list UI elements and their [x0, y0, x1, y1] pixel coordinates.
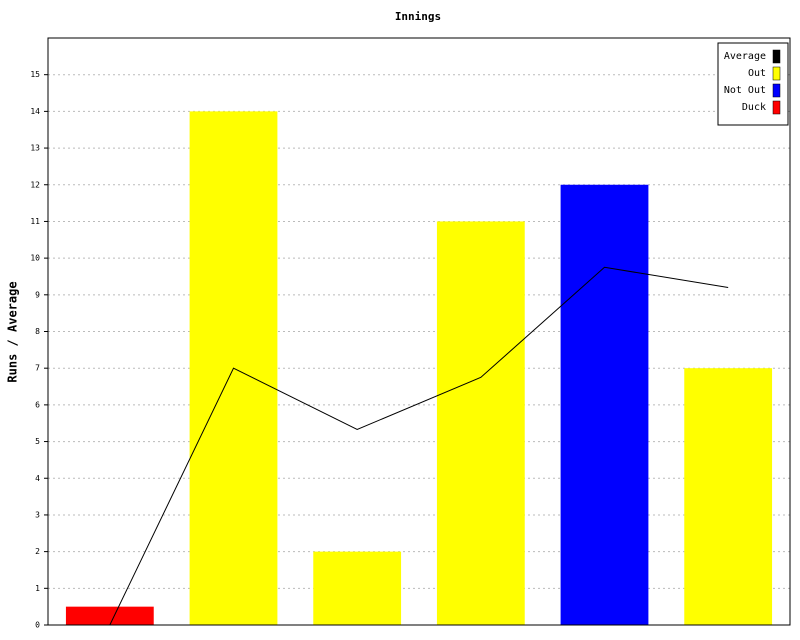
- y-tick-label: 13: [30, 144, 40, 153]
- legend-swatch: [772, 83, 781, 98]
- chart-title: Innings: [395, 10, 441, 23]
- legend-label: Not Out: [724, 85, 766, 96]
- y-tick-label: 5: [35, 437, 40, 446]
- average-line: [109, 266, 729, 626]
- y-tick-label: 1: [35, 584, 40, 593]
- y-tick-label: 11: [30, 217, 40, 226]
- y-tick-label: 12: [30, 180, 40, 189]
- bar: [313, 551, 402, 625]
- y-tick-label: 14: [30, 107, 40, 116]
- bar: [65, 606, 154, 625]
- legend-label: Out: [748, 68, 766, 79]
- legend-swatch: [772, 49, 781, 64]
- y-axis-label: Runs / Average: [6, 281, 20, 382]
- bar: [684, 368, 773, 625]
- bar: [436, 221, 525, 625]
- y-tick-label: 10: [30, 254, 40, 263]
- y-tick-label: 6: [35, 400, 40, 409]
- legend-swatch: [772, 66, 781, 81]
- y-tick-label: 8: [35, 327, 40, 336]
- plot-frame: [47, 37, 791, 626]
- y-tick-label: 7: [35, 364, 40, 373]
- y-tick-label: 9: [35, 290, 40, 299]
- legend: Average Out Not Out Duck: [717, 42, 789, 126]
- legend-label: Duck: [742, 102, 766, 113]
- y-tick-label: 15: [30, 70, 40, 79]
- y-tick-label: 0: [35, 621, 40, 630]
- y-tick-label: 2: [35, 547, 40, 556]
- marks: [65, 111, 773, 626]
- bar: [560, 184, 649, 625]
- y-tick-label: 4: [35, 474, 40, 483]
- y-tick-label: 3: [35, 510, 40, 519]
- legend-swatch: [772, 100, 781, 115]
- legend-label: Average: [724, 51, 766, 62]
